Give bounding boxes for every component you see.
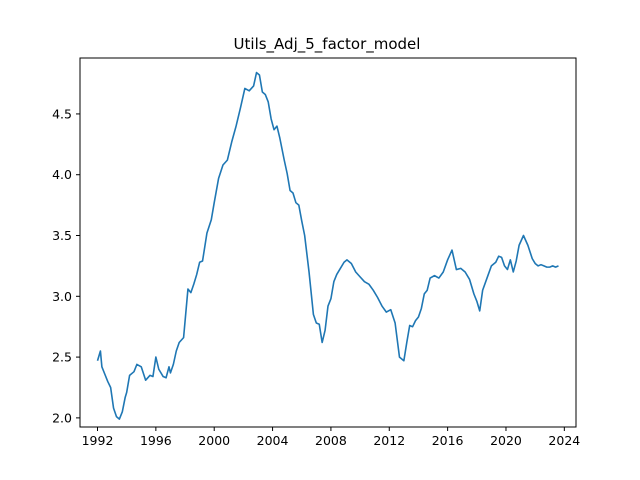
y-tick-label: 3.0 <box>52 289 72 304</box>
y-tick-label: 4.5 <box>52 106 72 121</box>
x-tick-label: 2012 <box>373 433 405 448</box>
y-tick-label: 2.5 <box>52 350 72 365</box>
chart-title: Utils_Adj_5_factor_model <box>234 35 421 54</box>
x-tick-label: 2000 <box>198 433 230 448</box>
y-tick-label: 4.0 <box>52 167 72 182</box>
x-tick-label: 2020 <box>490 433 522 448</box>
x-tick-label: 2024 <box>548 433 580 448</box>
y-tick-label: 3.5 <box>52 228 72 243</box>
x-tick-label: 1992 <box>82 433 114 448</box>
series-line-0 <box>96 71 559 420</box>
x-tick-label: 2004 <box>257 433 289 448</box>
plot-frame <box>79 57 577 428</box>
y-tick-label: 2.0 <box>52 410 72 425</box>
x-tick-label: 1996 <box>140 433 172 448</box>
x-tick-label: 2016 <box>432 433 464 448</box>
x-tick-label: 2008 <box>315 433 347 448</box>
